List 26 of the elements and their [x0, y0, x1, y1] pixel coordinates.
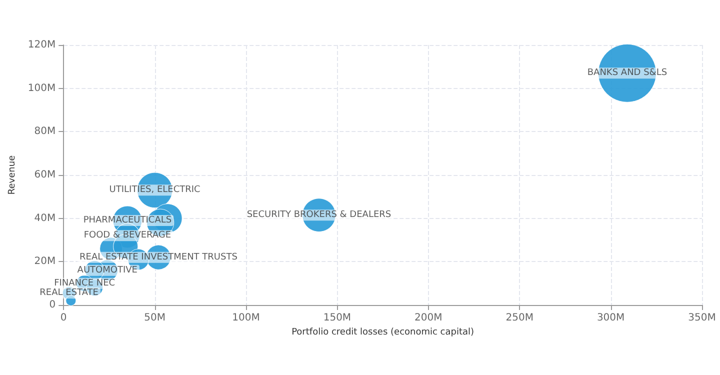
y-axis-title: Revenue	[8, 154, 18, 195]
y-tick-label: 120M	[28, 40, 56, 50]
annotation: AUTOMOTIVE	[77, 265, 138, 276]
x-tick-label: 0	[60, 312, 67, 324]
annotation: UTILITIES, ELECTRIC	[109, 185, 200, 196]
x-tick-label: 150M	[323, 312, 352, 324]
x-tick-label: 200M	[414, 312, 442, 324]
annotation: PHARMACEUTICALS	[83, 216, 172, 226]
x-tick-label: 300M	[596, 312, 625, 324]
x-tick-label: 350M	[688, 312, 716, 324]
y-tick-label: 0	[49, 300, 56, 310]
y-tick-label: 40M	[34, 212, 56, 224]
y-tick-label: 60M	[34, 170, 56, 180]
y-tick-label: 80M	[34, 126, 56, 138]
annotation: BANKS AND S&LS	[587, 68, 668, 78]
x-axis-title: Portfolio credit losses (economic capital)	[292, 327, 474, 338]
x-tick-label: 250M	[506, 312, 534, 324]
y-tick-label: 100M	[28, 82, 56, 94]
x-tick-label: 100M	[232, 312, 260, 324]
annotation: REAL ESTATE INVESTMENT TRUSTS	[80, 252, 238, 262]
x-tick-label: 50M	[144, 312, 166, 324]
y-tick-label: 20M	[34, 256, 56, 268]
annotation: FOOD & BEVERAGE	[84, 230, 172, 241]
annotation: SECURITY BROKERS & DEALERS	[246, 210, 392, 220]
annotation: REAL ESTATE	[40, 288, 99, 298]
annotation: FINANCE NEC	[54, 278, 116, 288]
